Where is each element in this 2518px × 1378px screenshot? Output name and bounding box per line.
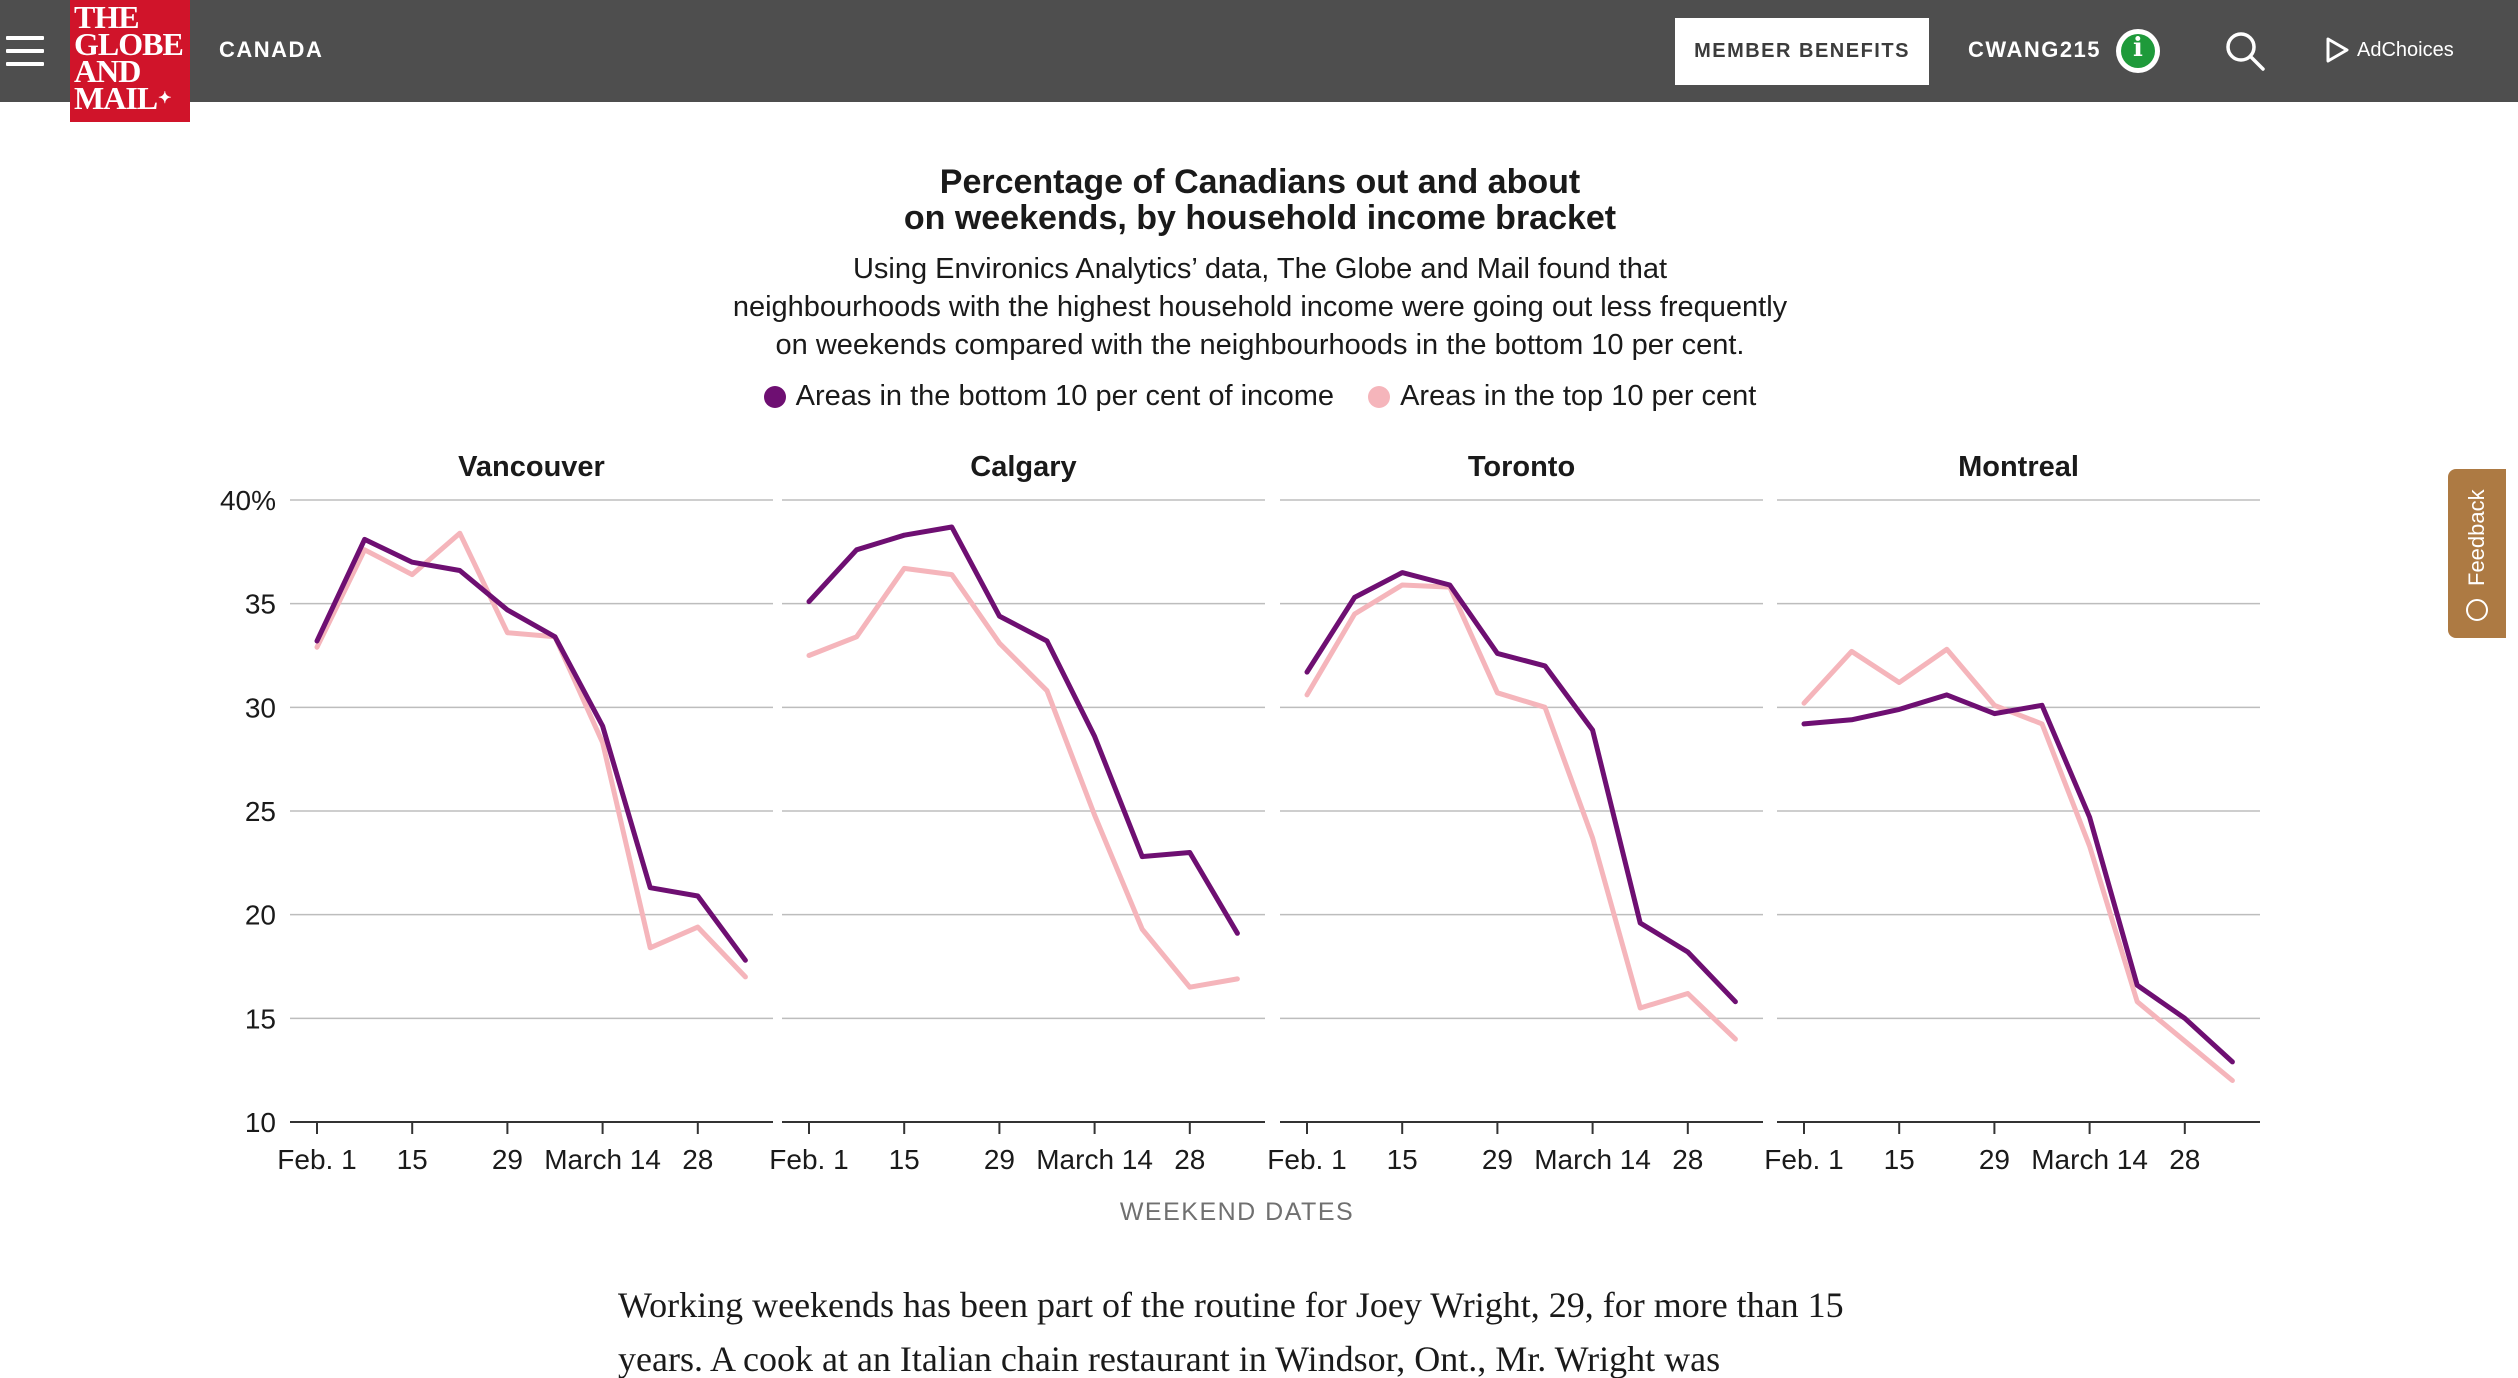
adchoices-icon [2326, 37, 2349, 63]
logo-line-3: AND [74, 53, 141, 89]
x-tick-label-calgary-3: March 14 [1036, 1144, 1153, 1175]
maple-leaf-icon: ✦ [158, 90, 171, 107]
x-tick-label-calgary-1: 15 [889, 1144, 920, 1175]
series-line-bottom-vancouver [314, 536, 748, 963]
series-line-bottom-montreal [1801, 692, 2235, 1065]
x-tick-label-calgary-0: Feb. 1 [769, 1144, 848, 1175]
x-tick-label-toronto-0: Feb. 1 [1267, 1144, 1346, 1175]
panel-title-toronto: Toronto [1468, 451, 1575, 483]
x-tick-label-vancouver-3: March 14 [544, 1144, 661, 1175]
x-tick-label-montreal-0: Feb. 1 [1764, 1144, 1843, 1175]
small-multiples-line-chart: Vancouver Feb. 1 15 29 March 14 28 Calgary Feb.… [220, 451, 2260, 1226]
series-line-top-calgary [806, 565, 1240, 990]
feedback-label: Feedback [2464, 489, 2489, 587]
x-tick-label-montreal-1: 15 [1884, 1144, 1915, 1175]
x-tick-label-toronto-1: 15 [1387, 1144, 1418, 1175]
legend-label-top: Areas in the top 10 per cent [1400, 380, 1757, 412]
x-tick-label-calgary-4: 28 [1174, 1144, 1205, 1175]
chart-title-line-2: on weekends, by household income bracket [903, 199, 1617, 237]
series-line-top-toronto [1304, 582, 1738, 1042]
x-tick-label-toronto-3: March 14 [1534, 1144, 1651, 1175]
y-tick-label-35: 35 [245, 589, 276, 620]
globe-and-mail-logo[interactable]: THE GLOBE AND MAIL✦ [70, 0, 190, 122]
logo-line-4: MAIL [74, 80, 158, 116]
feedback-icon [2466, 599, 2488, 621]
user-account-link[interactable]: CWANG215 [1968, 37, 2102, 62]
series-line-bottom-calgary [806, 524, 1240, 936]
x-tick-label-vancouver-2: 29 [492, 1144, 523, 1175]
series-line-bottom-toronto [1304, 570, 1738, 1005]
panel-title-calgary: Calgary [970, 451, 1076, 483]
menu-icon[interactable] [6, 36, 44, 66]
chart-subtitle-line-3: on weekends compared with the neighbourh… [775, 329, 1745, 361]
chart-subtitle: Using Environics Analytics’ data, The Gl… [640, 250, 1880, 364]
x-tick-label-toronto-2: 29 [1482, 1144, 1513, 1175]
logo-line-1: THE [74, 0, 140, 35]
y-tick-label-40: 40% [220, 485, 276, 516]
legend-swatch-top [1368, 385, 1391, 408]
feedback-tab[interactable]: Feedback [2448, 469, 2506, 638]
legend-item-top: Areas in the top 10 per cent [1368, 380, 1756, 413]
y-tick-label-30: 30 [245, 692, 276, 723]
x-tick-label-montreal-3: March 14 [2031, 1144, 2148, 1175]
legend-label-bottom: Areas in the bottom 10 per cent of incom… [795, 380, 1335, 412]
article-paragraph: Working weekends has been part of the ro… [618, 1285, 1844, 1378]
chart-subtitle-line-1: Using Environics Analytics’ data, The Gl… [852, 253, 1668, 285]
legend-swatch-bottom [763, 385, 786, 408]
y-tick-label-15: 15 [245, 1003, 276, 1034]
x-tick-label-montreal-4: 28 [2169, 1144, 2200, 1175]
adchoices-link[interactable]: AdChoices [2323, 36, 2454, 64]
legend-item-bottom: Areas in the bottom 10 per cent of incom… [763, 380, 1335, 413]
top-nav-bar: THE GLOBE AND MAIL✦ CANADA MEMBER BENEFI… [0, 0, 2518, 122]
series-line-top-vancouver [314, 530, 748, 980]
y-tick-label-20: 20 [245, 900, 276, 931]
panel-title-montreal: Montreal [1958, 451, 2079, 483]
x-tick-label-vancouver-1: 15 [397, 1144, 428, 1175]
panel-title-vancouver: Vancouver [458, 451, 605, 483]
x-tick-label-montreal-2: 29 [1979, 1144, 2010, 1175]
y-tick-label-25: 25 [245, 796, 276, 827]
chart-subtitle-line-2: neighbourhoods with the highest househol… [732, 291, 1788, 323]
series-line-top-montreal [1801, 646, 2235, 1083]
adchoices-label: AdChoices [2357, 38, 2454, 61]
chart-legend: Areas in the bottom 10 per cent of incom… [740, 380, 1780, 413]
member-benefits-button[interactable]: MEMBER BENEFITS [1675, 18, 1929, 85]
y-tick-label-10: 10 [245, 1107, 276, 1138]
logo-line-2: GLOBE [74, 26, 184, 62]
account-info-icon[interactable] [2116, 29, 2160, 73]
chart-title-line-1: Percentage of Canadians out and about [939, 163, 1581, 201]
section-link-canada[interactable]: CANADA [219, 37, 324, 62]
x-tick-label-calgary-2: 29 [984, 1144, 1015, 1175]
chart-title: Percentage of Canadians out and about on… [700, 164, 1820, 236]
x-tick-label-toronto-4: 28 [1672, 1144, 1703, 1175]
x-axis-title: WEEKEND DATES [1120, 1198, 1354, 1226]
x-tick-label-vancouver-4: 28 [682, 1144, 713, 1175]
search-icon[interactable] [2224, 30, 2266, 72]
x-tick-label-vancouver-0: Feb. 1 [277, 1144, 356, 1175]
